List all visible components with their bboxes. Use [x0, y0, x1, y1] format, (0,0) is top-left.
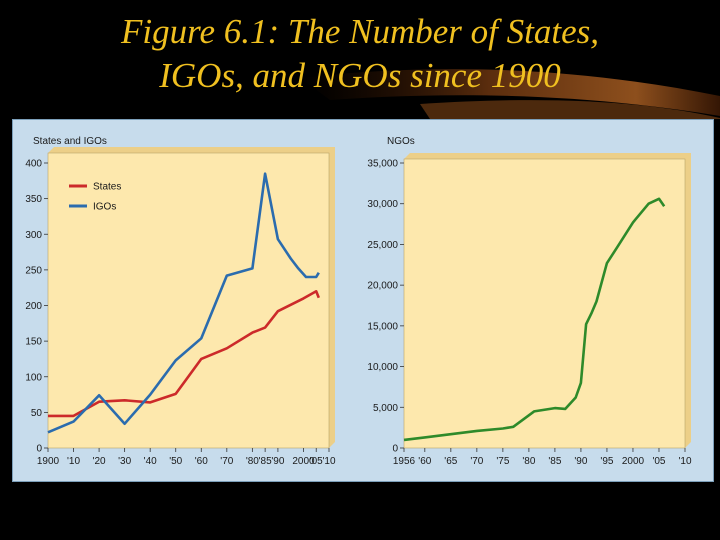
- ngos-x-tick-label: '60: [418, 456, 431, 467]
- ngos-y-tick-label: 30,000: [367, 199, 398, 210]
- ngos-y-tick-label: 15,000: [367, 321, 398, 332]
- ngos-x-tick-label: '95: [600, 456, 613, 467]
- ngos-x-tick-label: '70: [470, 456, 483, 467]
- states-igos-y-tick-label: 200: [25, 301, 42, 312]
- states-igos-y-tick-label: 350: [25, 194, 42, 205]
- ngos-y-tick-label: 35,000: [367, 159, 398, 170]
- chart-panel: States and IGOs 0 50 100 150 200 250 300 350 400…: [12, 119, 714, 482]
- ngos-x-tick-label: 1956: [393, 456, 416, 467]
- states-igos-x-tick-label: '10: [67, 456, 80, 467]
- states-igos-y-tick-label: 50: [31, 408, 43, 419]
- states-igos-x-tick-label: '30: [118, 456, 131, 467]
- states-igos-x-tick-label: '60: [195, 456, 208, 467]
- states-igos-y-tick-label: 400: [25, 159, 42, 170]
- legend-igos-label: IGOs: [93, 202, 116, 213]
- ngos-y-tick-label: 0: [392, 444, 398, 455]
- charts-svg: States and IGOs 0 50 100 150 200 250 300 350 400…: [25, 136, 692, 467]
- ngos-x-tick-label: '65: [444, 456, 457, 467]
- states-igos-y-tick-label: 300: [25, 230, 42, 241]
- states-igos-x-tick-label: 2000: [292, 456, 315, 467]
- states-igos-y-tick-label: 100: [25, 372, 42, 383]
- ngos-plot-area: [403, 158, 686, 449]
- ngos-chart: NGOs 0 5,000 10,000 15,000 20,000 25,000 30,00…: [367, 136, 692, 467]
- ngos-x-tick-label: '85: [548, 456, 561, 467]
- states-igos-x-tick-label: '10: [322, 456, 335, 467]
- states-igos-x-axis: 1900 '10 '20 '30 '40 '50 '60 '70 '80'85'90 2000'0…: [37, 448, 336, 467]
- states-igos-x-tick-label: '50: [169, 456, 182, 467]
- states-igos-x-tick-label: '40: [144, 456, 157, 467]
- legend-states-label: States: [93, 182, 121, 193]
- states-igos-y-tick-label: 150: [25, 337, 42, 348]
- ngos-x-tick-label: '05: [652, 456, 665, 467]
- states-igos-series: [47, 172, 321, 434]
- ngos-chart-title: NGOs: [387, 136, 415, 147]
- slide-title-line-1: Figure 6.1: The Number of States,: [121, 12, 599, 51]
- ngos-series: [403, 197, 666, 442]
- ngos-y-tick-label: 20,000: [367, 281, 398, 292]
- states-igos-x-tick-label: 1900: [37, 456, 60, 467]
- states-igos-x-tick-label: '70: [220, 456, 233, 467]
- states-igos-series-igos-line: [47, 172, 320, 434]
- states-igos-x-tick-label: '90: [271, 456, 284, 467]
- ngos-y-tick-label: 10,000: [367, 362, 398, 373]
- states-igos-y-tick-label: 0: [36, 444, 42, 455]
- states-igos-legend: States IGOs: [69, 182, 121, 213]
- ngos-x-tick-label: '10: [678, 456, 691, 467]
- slide-title-line-2: IGOs, and NGOs since 1900: [159, 56, 561, 95]
- ngos-y-axis: 0 5,000 10,000 15,000 20,000 25,000 30,000 35,0…: [367, 159, 404, 455]
- ngos-x-tick-label: 2000: [622, 456, 645, 467]
- ngos-x-tick-label: '90: [574, 456, 587, 467]
- states-igos-x-tick-label: '80: [246, 456, 259, 467]
- ngos-x-axis: 1956'60 '65 '70 '75 '80 '85 '90 '95 2000 '05 '10: [393, 448, 692, 467]
- ngos-x-tick-label: '75: [496, 456, 509, 467]
- states-igos-x-tick-label: '20: [93, 456, 106, 467]
- states-igos-y-tick-label: 250: [25, 265, 42, 276]
- states-igos-x-tick-label: '05: [310, 456, 323, 467]
- states-igos-chart-title: States and IGOs: [33, 136, 107, 147]
- states-igos-chart: States and IGOs 0 50 100 150 200 250 300 350 400…: [25, 136, 336, 467]
- ngos-series-ngos-line: [403, 197, 666, 442]
- states-igos-x-tick-label: '85: [259, 456, 272, 467]
- states-igos-y-axis: 0 50 100 150 200 250 300 350 400: [25, 159, 48, 455]
- ngos-y-tick-label: 25,000: [367, 240, 398, 251]
- ngos-x-tick-label: '80: [522, 456, 535, 467]
- ngos-y-tick-label: 5,000: [373, 403, 398, 414]
